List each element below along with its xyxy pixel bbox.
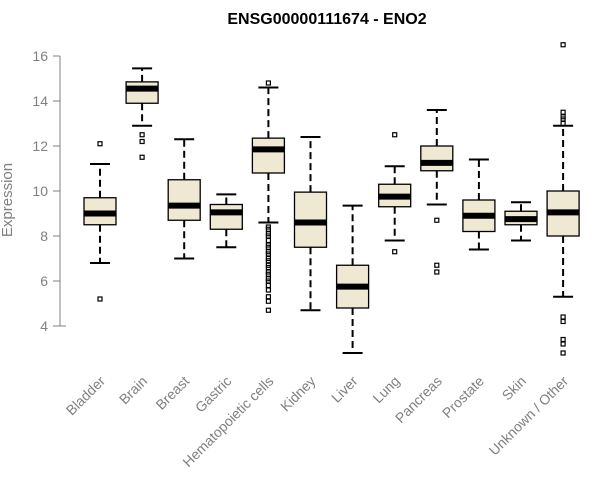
outlier-point <box>560 314 566 320</box>
outlier-point <box>265 287 271 293</box>
y-tick-label: 6 <box>40 273 48 289</box>
boxes <box>83 42 580 356</box>
box-pancreas <box>420 109 454 275</box>
outlier-point <box>265 307 271 313</box>
iqr-box <box>420 145 454 172</box>
y-tick-label: 4 <box>40 318 48 334</box>
x-tick-label: Breast <box>152 373 192 413</box>
outlier-point <box>139 132 145 138</box>
y-tick-label: 16 <box>32 48 48 64</box>
outlier-point <box>560 336 566 343</box>
outlier-point <box>265 298 271 304</box>
outlier-point <box>434 262 440 268</box>
outlier-point <box>560 120 566 127</box>
y-tick-label: 14 <box>32 93 48 109</box>
outlier-point <box>434 269 440 275</box>
outlier-point <box>265 80 271 86</box>
box-breast <box>167 138 201 260</box>
x-tick-label: Liver <box>328 373 361 406</box>
y-tick-label: 8 <box>40 228 48 244</box>
box-skin <box>504 201 538 242</box>
iqr-box <box>251 137 286 174</box>
outlier-point <box>560 318 566 325</box>
box-gastric <box>209 193 243 249</box>
outlier-point <box>392 249 398 255</box>
box-liver <box>335 204 370 354</box>
outlier-point <box>560 350 566 356</box>
x-tick-label: Prostate <box>439 373 487 421</box>
x-tick-label: Pancreas <box>392 373 445 426</box>
x-tick-label: Brain <box>116 373 150 407</box>
x-tick-label: Skin <box>499 373 530 404</box>
x-tick-label: Bladder <box>63 373 109 419</box>
box-unknown-other <box>546 42 580 356</box>
box-bladder <box>83 141 117 302</box>
outlier-point <box>97 141 103 147</box>
x-tick-label: Kidney <box>277 373 319 415</box>
iqr-box <box>209 203 243 230</box>
outlier-point <box>265 237 271 244</box>
chart-title: ENSG00000111674 - ENO2 <box>227 11 426 28</box>
box-kidney <box>293 136 328 312</box>
outlier-point <box>265 282 271 289</box>
iqr-box <box>167 179 201 221</box>
outlier-point <box>97 296 103 302</box>
y-ticks: 4 6 8 10 12 14 16 <box>32 48 60 334</box>
x-tick-label: Unknown / Other <box>486 373 572 459</box>
box-brain <box>125 67 159 160</box>
outlier-point <box>139 138 145 145</box>
y-axis-label: Expression <box>0 163 16 237</box>
outlier-point <box>560 42 566 48</box>
x-tick-label: Lung <box>369 373 402 406</box>
box-prostate <box>462 158 496 251</box>
y-tick-label: 10 <box>32 183 48 199</box>
outlier-point <box>434 217 440 223</box>
y-tick-label: 12 <box>32 138 48 154</box>
outlier-point <box>392 132 398 138</box>
box-hematopoietic-cells <box>251 80 286 313</box>
box-lung <box>378 132 412 255</box>
iqr-box <box>125 81 159 104</box>
outlier-point <box>265 294 271 300</box>
outlier-point <box>560 109 566 115</box>
outlier-point <box>560 341 566 347</box>
outlier-point <box>139 154 145 160</box>
